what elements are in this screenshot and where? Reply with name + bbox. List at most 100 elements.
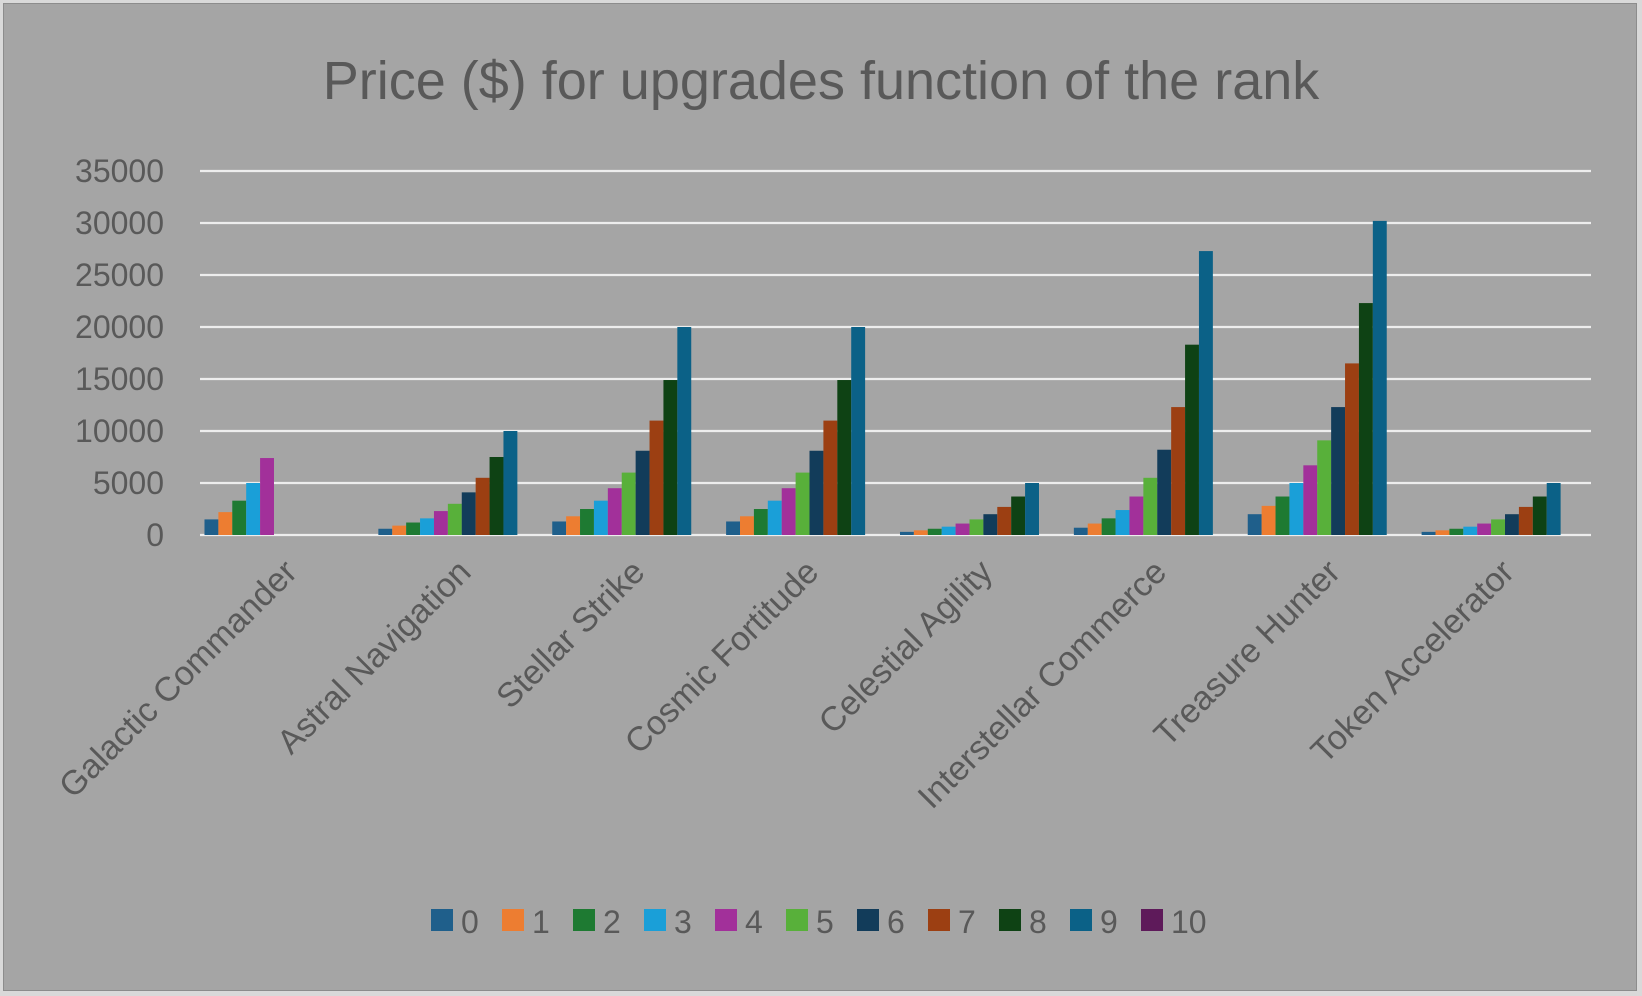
chart-area: Price ($) for upgrades function of the r… bbox=[3, 3, 1637, 991]
bar bbox=[1477, 523, 1492, 535]
legend-label: 10 bbox=[1171, 904, 1207, 940]
bar bbox=[851, 327, 866, 535]
bar bbox=[1171, 407, 1186, 535]
legend-label: 1 bbox=[532, 904, 550, 940]
bar bbox=[781, 488, 796, 535]
legend-label: 2 bbox=[603, 904, 621, 940]
bar bbox=[635, 450, 650, 535]
bar bbox=[955, 523, 970, 535]
bar bbox=[566, 516, 581, 535]
legend-swatch bbox=[999, 909, 1021, 931]
bar bbox=[997, 506, 1012, 535]
bar bbox=[941, 526, 956, 535]
legend-label: 3 bbox=[674, 904, 692, 940]
bar bbox=[552, 521, 567, 535]
legend-label: 7 bbox=[958, 904, 976, 940]
legend-label: 0 bbox=[461, 904, 479, 940]
bar bbox=[837, 380, 852, 535]
bar bbox=[1289, 483, 1304, 535]
legend-swatch bbox=[786, 909, 808, 931]
legend-label: 6 bbox=[887, 904, 905, 940]
legend-label: 4 bbox=[745, 904, 763, 940]
legend-swatch bbox=[1070, 909, 1092, 931]
y-tick-label: 35000 bbox=[75, 153, 164, 189]
legend-label: 8 bbox=[1029, 904, 1047, 940]
bar bbox=[1143, 477, 1158, 535]
bar bbox=[1505, 514, 1519, 535]
y-tick-label: 20000 bbox=[75, 309, 164, 345]
bar bbox=[726, 521, 741, 535]
bar bbox=[1358, 303, 1373, 535]
legend-swatch bbox=[1141, 909, 1163, 931]
bar bbox=[1463, 526, 1478, 535]
bar bbox=[1317, 440, 1332, 535]
category-label: Galactic Commander bbox=[52, 553, 305, 806]
bar bbox=[1435, 530, 1450, 535]
bar bbox=[740, 516, 754, 535]
bar bbox=[593, 500, 608, 535]
bar bbox=[246, 483, 261, 535]
bar bbox=[823, 420, 838, 535]
y-tick-label: 30000 bbox=[75, 205, 164, 241]
bar bbox=[475, 477, 490, 535]
bar bbox=[1532, 496, 1547, 535]
bar bbox=[1372, 220, 1387, 536]
legend-swatch bbox=[715, 909, 737, 931]
y-tick-label: 15000 bbox=[75, 361, 164, 397]
category-label: Astral Navigation bbox=[270, 553, 479, 762]
bar bbox=[1025, 483, 1039, 535]
category-label: Celestial Agility bbox=[812, 553, 1001, 742]
y-tick-label: 0 bbox=[146, 517, 164, 553]
bar bbox=[489, 457, 504, 535]
bar bbox=[1073, 527, 1088, 535]
legend-swatch bbox=[573, 909, 595, 931]
bar bbox=[767, 500, 782, 535]
bar bbox=[461, 492, 476, 535]
bar bbox=[260, 458, 274, 535]
bar bbox=[392, 525, 407, 535]
bar bbox=[580, 509, 594, 535]
legend-label: 5 bbox=[816, 904, 834, 940]
bar bbox=[649, 420, 664, 535]
legend-swatch bbox=[644, 909, 666, 931]
bar bbox=[1087, 523, 1102, 535]
bars bbox=[204, 220, 1561, 536]
bar bbox=[1011, 496, 1026, 535]
bar bbox=[447, 503, 462, 535]
bar bbox=[1101, 518, 1116, 535]
legend-swatch bbox=[928, 909, 950, 931]
y-tick-label: 10000 bbox=[75, 413, 164, 449]
bar bbox=[913, 530, 928, 535]
bar bbox=[1491, 519, 1506, 535]
bar bbox=[1261, 505, 1276, 535]
chart-title: Price ($) for upgrades function of the r… bbox=[323, 51, 1321, 111]
bar bbox=[218, 512, 233, 535]
bar bbox=[663, 380, 678, 535]
bar bbox=[378, 528, 393, 535]
bar bbox=[204, 519, 219, 535]
bar bbox=[1129, 496, 1144, 535]
bar bbox=[927, 528, 942, 535]
bar bbox=[420, 518, 434, 535]
bar bbox=[607, 488, 622, 535]
legend-swatch bbox=[857, 909, 879, 931]
bar bbox=[753, 509, 768, 535]
bar bbox=[1421, 531, 1436, 535]
bar bbox=[809, 450, 824, 535]
bar bbox=[677, 327, 692, 535]
bar bbox=[232, 500, 247, 535]
bar bbox=[503, 431, 518, 535]
bar bbox=[1449, 528, 1464, 535]
legend-label: 9 bbox=[1100, 904, 1118, 940]
bar-chart: Price ($) for upgrades function of the r… bbox=[52, 51, 1591, 940]
legend-swatch bbox=[502, 909, 524, 931]
bar bbox=[406, 522, 421, 535]
category-label: Stellar Strike bbox=[489, 553, 652, 716]
bar bbox=[1546, 483, 1561, 535]
bar bbox=[983, 514, 998, 535]
bar bbox=[1247, 514, 1262, 535]
legend: 0 1 2 3 4 5 6 7 8 9 10 bbox=[431, 904, 1207, 940]
bar bbox=[1185, 344, 1199, 535]
y-axis-ticks: 0 5000 10000 15000 20000 25000 30000 35000 bbox=[75, 153, 164, 553]
category-label: Treasure Hunter bbox=[1147, 553, 1348, 754]
